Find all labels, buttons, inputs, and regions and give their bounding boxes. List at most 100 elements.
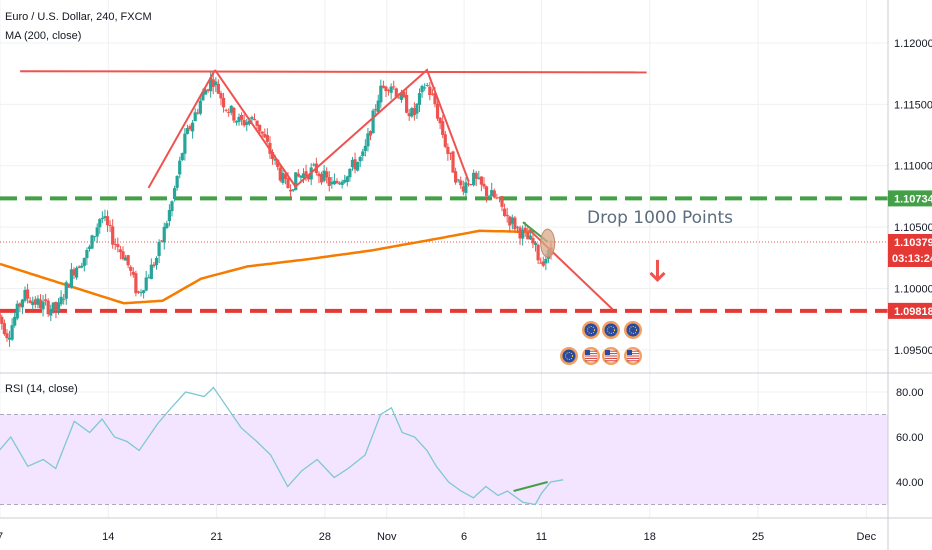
candle-body bbox=[144, 277, 148, 291]
candle-body bbox=[389, 86, 393, 93]
candle-body bbox=[477, 177, 481, 179]
candle-body bbox=[28, 300, 32, 303]
candle-body bbox=[420, 85, 424, 93]
candle-body bbox=[260, 131, 264, 134]
candle-body bbox=[407, 113, 411, 117]
candle-body bbox=[142, 290, 146, 294]
candle-body bbox=[170, 201, 174, 212]
candle-body bbox=[23, 289, 27, 301]
rsi-tick-label: 80.00 bbox=[896, 387, 924, 399]
candle-body bbox=[492, 190, 496, 198]
candle-body bbox=[85, 250, 89, 259]
candle-body bbox=[433, 92, 437, 105]
candle-body bbox=[69, 269, 74, 288]
candle-body bbox=[82, 257, 86, 266]
candle-body bbox=[227, 112, 231, 114]
time-tick-label: 7 bbox=[0, 531, 3, 543]
candle-body bbox=[139, 292, 143, 294]
trendline-annotations[interactable]: Drop 1000 Points bbox=[20, 68, 733, 311]
candle-body bbox=[286, 178, 290, 189]
candle-body bbox=[136, 291, 141, 293]
ma-indicator-label[interactable]: MA (200, close) bbox=[5, 30, 82, 42]
candle-body bbox=[276, 159, 280, 167]
candle-body bbox=[167, 210, 172, 222]
candle-body bbox=[425, 84, 429, 86]
candle-body bbox=[343, 179, 347, 183]
candle-body bbox=[147, 277, 151, 279]
candle-body bbox=[13, 316, 17, 326]
candle-body bbox=[67, 283, 71, 288]
candle-body bbox=[201, 92, 205, 101]
candle-body bbox=[188, 126, 192, 130]
candle-body bbox=[428, 86, 432, 96]
candle-body bbox=[116, 244, 120, 248]
candle-body bbox=[258, 124, 262, 132]
candle-body bbox=[74, 267, 79, 278]
candle-body bbox=[526, 232, 530, 240]
candle-body bbox=[544, 258, 548, 264]
candle-body bbox=[518, 227, 522, 239]
candle-body bbox=[221, 97, 226, 108]
candle-body bbox=[456, 179, 460, 181]
candle-body bbox=[196, 112, 200, 114]
candle-body bbox=[384, 86, 388, 92]
candle-body bbox=[366, 133, 370, 147]
candle-body bbox=[41, 301, 45, 310]
candle-body bbox=[118, 249, 123, 253]
candle-body bbox=[402, 91, 406, 98]
candle-body bbox=[2, 323, 6, 335]
drop-annotation-label[interactable]: Drop 1000 Points bbox=[587, 208, 733, 228]
candle-body bbox=[296, 173, 300, 177]
candle-body bbox=[299, 175, 303, 178]
candle-body bbox=[368, 131, 373, 136]
candle-body bbox=[214, 81, 218, 86]
eu-stars-icon bbox=[565, 352, 573, 360]
candle-body bbox=[229, 105, 233, 113]
eu-flag-icon bbox=[562, 349, 576, 363]
candle-body bbox=[209, 77, 213, 92]
down-arrow-icon bbox=[649, 271, 666, 283]
candle-body bbox=[15, 303, 19, 319]
price-tick-label: 1.11000 bbox=[894, 161, 932, 173]
candle-body bbox=[162, 226, 166, 243]
candle-body bbox=[374, 109, 378, 111]
candle-body bbox=[100, 217, 104, 219]
eu-flag-icon bbox=[604, 323, 618, 337]
candle-body bbox=[206, 89, 210, 91]
candle-body bbox=[441, 121, 445, 135]
candle-body bbox=[508, 216, 512, 226]
candle-body bbox=[7, 337, 12, 340]
candle-body bbox=[103, 216, 107, 219]
candle-countdown-label: 03:13:24 bbox=[892, 253, 932, 265]
candle-body bbox=[448, 152, 453, 154]
candle-body bbox=[278, 167, 282, 181]
price-tick-label: 1.10000 bbox=[894, 284, 932, 296]
rsi-indicator-label[interactable]: RSI (14, close) bbox=[5, 383, 78, 395]
us-flag-canton bbox=[605, 350, 610, 355]
candle-body bbox=[250, 117, 254, 120]
economic-event-icons[interactable] bbox=[560, 321, 642, 365]
candle-body bbox=[500, 196, 504, 207]
time-tick-label: 21 bbox=[210, 531, 222, 543]
candle-body bbox=[270, 151, 275, 159]
candle-body bbox=[376, 100, 380, 113]
candle-body bbox=[255, 120, 259, 126]
candle-body bbox=[317, 173, 321, 177]
time-tick-label: 14 bbox=[102, 531, 114, 543]
candle-body bbox=[95, 227, 99, 237]
candle-body bbox=[539, 262, 543, 264]
candle-body bbox=[337, 183, 342, 185]
candle-body bbox=[301, 173, 306, 179]
candle-body bbox=[178, 160, 182, 175]
candle-body bbox=[490, 190, 494, 197]
candle-body bbox=[459, 180, 463, 186]
candle-body bbox=[98, 219, 102, 228]
candle-body bbox=[62, 299, 66, 301]
candle-body bbox=[123, 257, 128, 261]
symbol-title[interactable]: Euro / U.S. Dollar, 240, FXCM bbox=[5, 11, 152, 23]
candle-body bbox=[224, 109, 228, 111]
candle-body bbox=[497, 197, 502, 199]
candle-body bbox=[111, 226, 115, 245]
